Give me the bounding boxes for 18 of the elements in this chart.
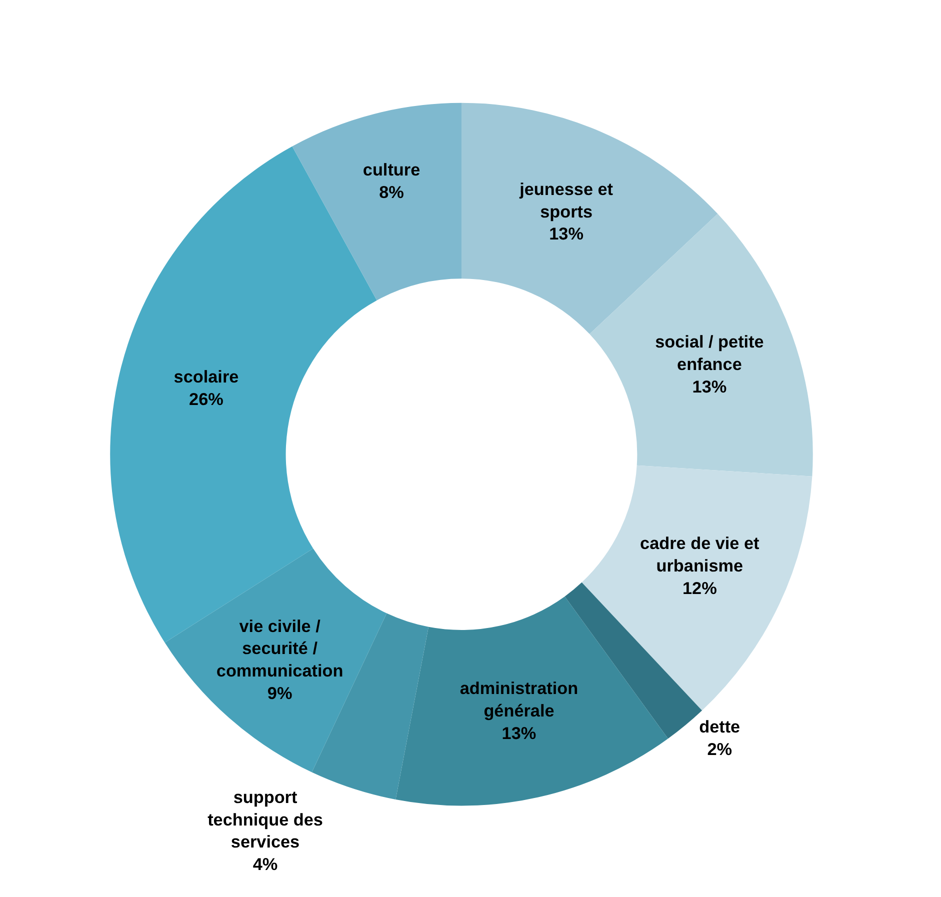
data-label: 4% [252,854,278,874]
slice-label: social / petite enfance [655,332,764,374]
data-label: 13% [502,722,536,743]
data-label: 12% [682,578,717,598]
data-label: 2% [707,738,732,759]
data-label: 13% [549,224,584,244]
slice-label: jeunesse et sports [518,179,614,222]
data-label: 13% [692,376,727,396]
slice-label: vie civile / securité / communication [216,616,344,681]
data-label: 8% [379,182,404,202]
slice-label: cadre de vie et urbanisme [640,533,760,576]
data-label: 9% [267,682,292,703]
slice-label: culture [362,160,420,180]
slice-label: support technique des services [208,786,323,852]
slice-label: administration générale [460,678,578,720]
slice-label: dette [699,716,740,736]
data-label: 26% [189,388,224,409]
slice-label: scolaire [174,366,239,387]
